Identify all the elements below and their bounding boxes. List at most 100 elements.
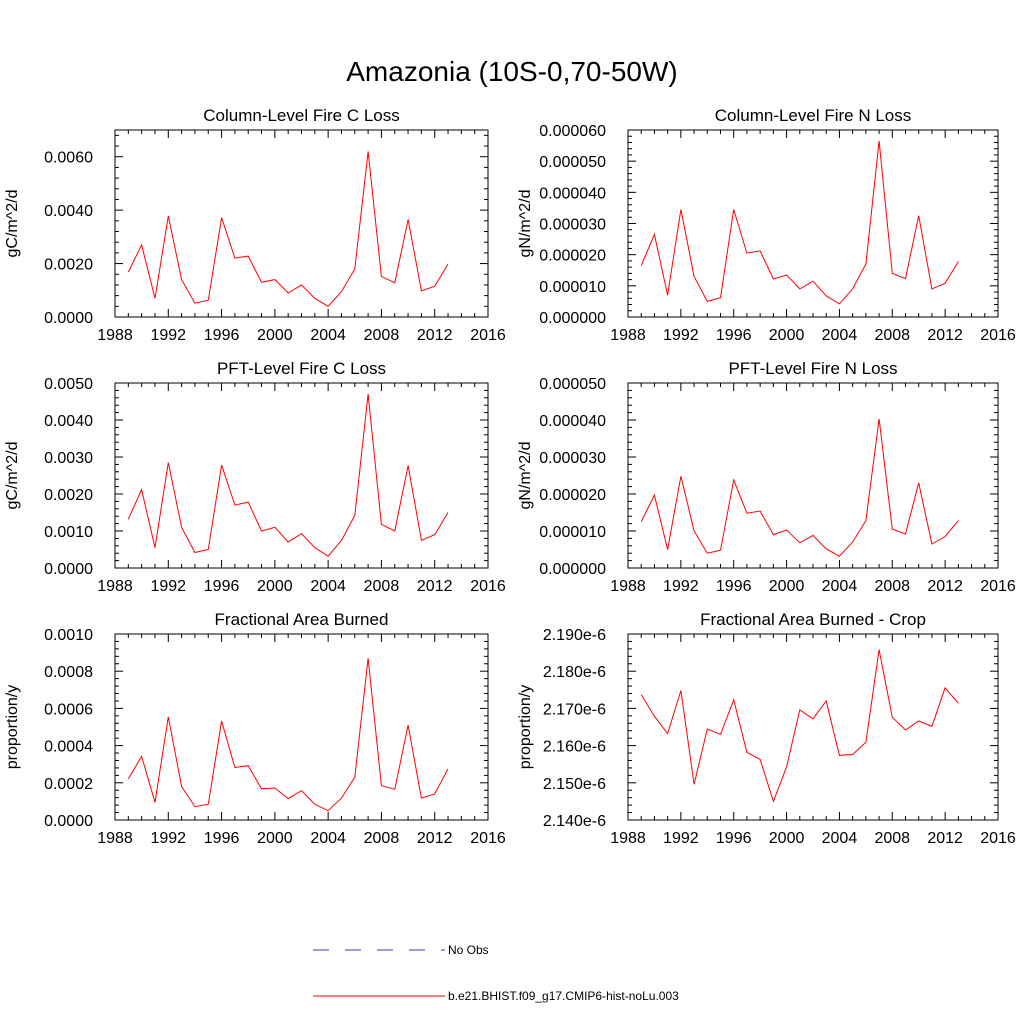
y-tick-label: 0.000060 <box>539 123 606 140</box>
x-tick-label: 1996 <box>204 578 240 595</box>
panel-title: Fractional Area Burned - Crop <box>700 610 926 629</box>
x-tick-label: 2016 <box>980 327 1016 344</box>
x-tick-label: 1988 <box>97 830 133 847</box>
y-tick-label: 2.180e-6 <box>543 664 606 681</box>
y-tick-label: 0.000050 <box>539 154 606 171</box>
x-tick-label: 1996 <box>716 830 752 847</box>
plot-frame <box>114 129 489 318</box>
x-tick-label: 1988 <box>97 578 133 595</box>
y-tick-label: 0.000010 <box>539 279 606 296</box>
x-tick-label: 2008 <box>874 830 910 847</box>
x-tick-label: 1992 <box>663 830 699 847</box>
x-tick-label: 2000 <box>257 830 293 847</box>
x-tick-label: 2004 <box>822 830 858 847</box>
series-line <box>127 151 449 307</box>
x-tick-label: 1988 <box>97 327 133 344</box>
chart-panel-5: 1988 1992 1996 2000 2004 2008 2012 2016 0.0000 0.… <box>4 610 506 847</box>
x-tick-label: 1988 <box>610 578 646 595</box>
panel-title: PFT-Level Fire C Loss <box>217 359 386 378</box>
y-tick-label: 0.000040 <box>539 413 606 430</box>
y-tick-label: 2.170e-6 <box>543 701 606 718</box>
y-tick-label: 0.0020 <box>44 257 93 274</box>
x-tick-label: 1996 <box>716 327 752 344</box>
x-tick-label: 2008 <box>364 327 400 344</box>
x-tick-label: 2008 <box>874 578 910 595</box>
x-tick-label: 2000 <box>769 327 805 344</box>
x-tick-label: 2008 <box>874 327 910 344</box>
y-tick-label: 0.000050 <box>539 376 606 393</box>
x-tick-label: 2016 <box>470 578 506 595</box>
y-tick-label: 0.000020 <box>539 487 606 504</box>
plot-frame <box>627 633 999 821</box>
y-tick-label: 0.0020 <box>44 487 93 504</box>
x-tick-label: 1992 <box>150 578 186 595</box>
x-tick-label: 2012 <box>417 578 453 595</box>
x-tick-label: 2016 <box>470 327 506 344</box>
y-tick-label: 0.000020 <box>539 248 606 265</box>
y-tick-label: 0.000030 <box>539 450 606 467</box>
y-tick-label: 0.0002 <box>44 776 93 793</box>
y-tick-label: 0.0000 <box>44 561 93 578</box>
x-tick-label: 2016 <box>470 830 506 847</box>
x-tick-label: 1988 <box>610 830 646 847</box>
y-axis-label: gC/m^2/d <box>4 442 21 510</box>
y-axis-label: gC/m^2/d <box>4 190 21 258</box>
chart-panel-6: 1988 1992 1996 2000 2004 2008 2012 2016 2.140e-6… <box>517 610 1016 847</box>
x-tick-label: 1996 <box>204 830 240 847</box>
x-tick-label: 2008 <box>364 578 400 595</box>
x-tick-label: 2012 <box>927 830 963 847</box>
x-tick-label: 2016 <box>980 830 1016 847</box>
series-line <box>127 394 449 557</box>
y-tick-label: 0.0000 <box>44 310 93 327</box>
x-tick-label: 2000 <box>769 578 805 595</box>
y-axis-label: gN/m^2/d <box>517 442 534 510</box>
y-tick-label: 2.140e-6 <box>543 813 606 830</box>
y-tick-label: 2.160e-6 <box>543 739 606 756</box>
x-tick-label: 2012 <box>927 327 963 344</box>
plot-frame <box>114 633 489 821</box>
x-tick-label: 2004 <box>310 327 346 344</box>
x-tick-label: 2004 <box>310 830 346 847</box>
y-tick-label: 0.000010 <box>539 524 606 541</box>
y-axis-label: proportion/y <box>517 685 534 770</box>
x-tick-label: 2004 <box>310 578 346 595</box>
plot-frame <box>627 382 999 569</box>
y-tick-label: 0.0006 <box>44 701 93 718</box>
y-tick-label: 0.000000 <box>539 561 606 578</box>
panel-title: Fractional Area Burned <box>215 610 389 629</box>
y-tick-label: 0.0010 <box>44 524 93 541</box>
x-tick-label: 2016 <box>980 578 1016 595</box>
y-tick-label: 2.150e-6 <box>543 776 606 793</box>
y-tick-label: 0.000040 <box>539 185 606 202</box>
panel-title: Column-Level Fire C Loss <box>203 106 400 125</box>
chart-panel-1: 1988 1992 1996 2000 2004 2008 2012 2016 0.0000 0.… <box>4 106 506 344</box>
x-tick-label: 1996 <box>204 327 240 344</box>
x-tick-label: 2004 <box>822 327 858 344</box>
panel-title: PFT-Level Fire N Loss <box>728 359 897 378</box>
x-tick-label: 2012 <box>417 327 453 344</box>
y-tick-label: 0.0060 <box>44 150 93 167</box>
y-tick-label: 0.000030 <box>539 217 606 234</box>
y-tick-label: 2.190e-6 <box>543 627 606 644</box>
y-tick-label: 0.0010 <box>44 627 93 644</box>
x-tick-label: 1988 <box>610 327 646 344</box>
y-tick-label: 0.000000 <box>539 310 606 327</box>
x-tick-label: 2004 <box>822 578 858 595</box>
series-line <box>127 658 449 812</box>
series-line <box>640 140 959 305</box>
x-tick-label: 1992 <box>150 830 186 847</box>
y-tick-label: 0.0030 <box>44 450 93 467</box>
legend-model-label: b.e21.BHIST.f09_g17.CMIP6-hist-noLu.003 <box>448 989 679 1003</box>
panel-title: Column-Level Fire N Loss <box>715 106 912 125</box>
y-tick-label: 0.0040 <box>44 413 93 430</box>
series-line <box>640 649 959 803</box>
x-tick-label: 2000 <box>257 578 293 595</box>
legend: No Obs b.e21.BHIST.f09_g17.CMIP6-hist-no… <box>313 943 679 1003</box>
figure-title: Amazonia (10S-0,70-50W) <box>346 56 678 87</box>
y-tick-label: 0.0050 <box>44 376 93 393</box>
chart-panel-4: 1988 1992 1996 2000 2004 2008 2012 2016 0.000000… <box>517 359 1016 595</box>
chart-panel-3: 1988 1992 1996 2000 2004 2008 2012 2016 0.0000 0.… <box>4 359 506 595</box>
x-tick-label: 2000 <box>769 830 805 847</box>
chart-panel-2: 1988 1992 1996 2000 2004 2008 2012 2016 0.000000… <box>517 106 1016 344</box>
